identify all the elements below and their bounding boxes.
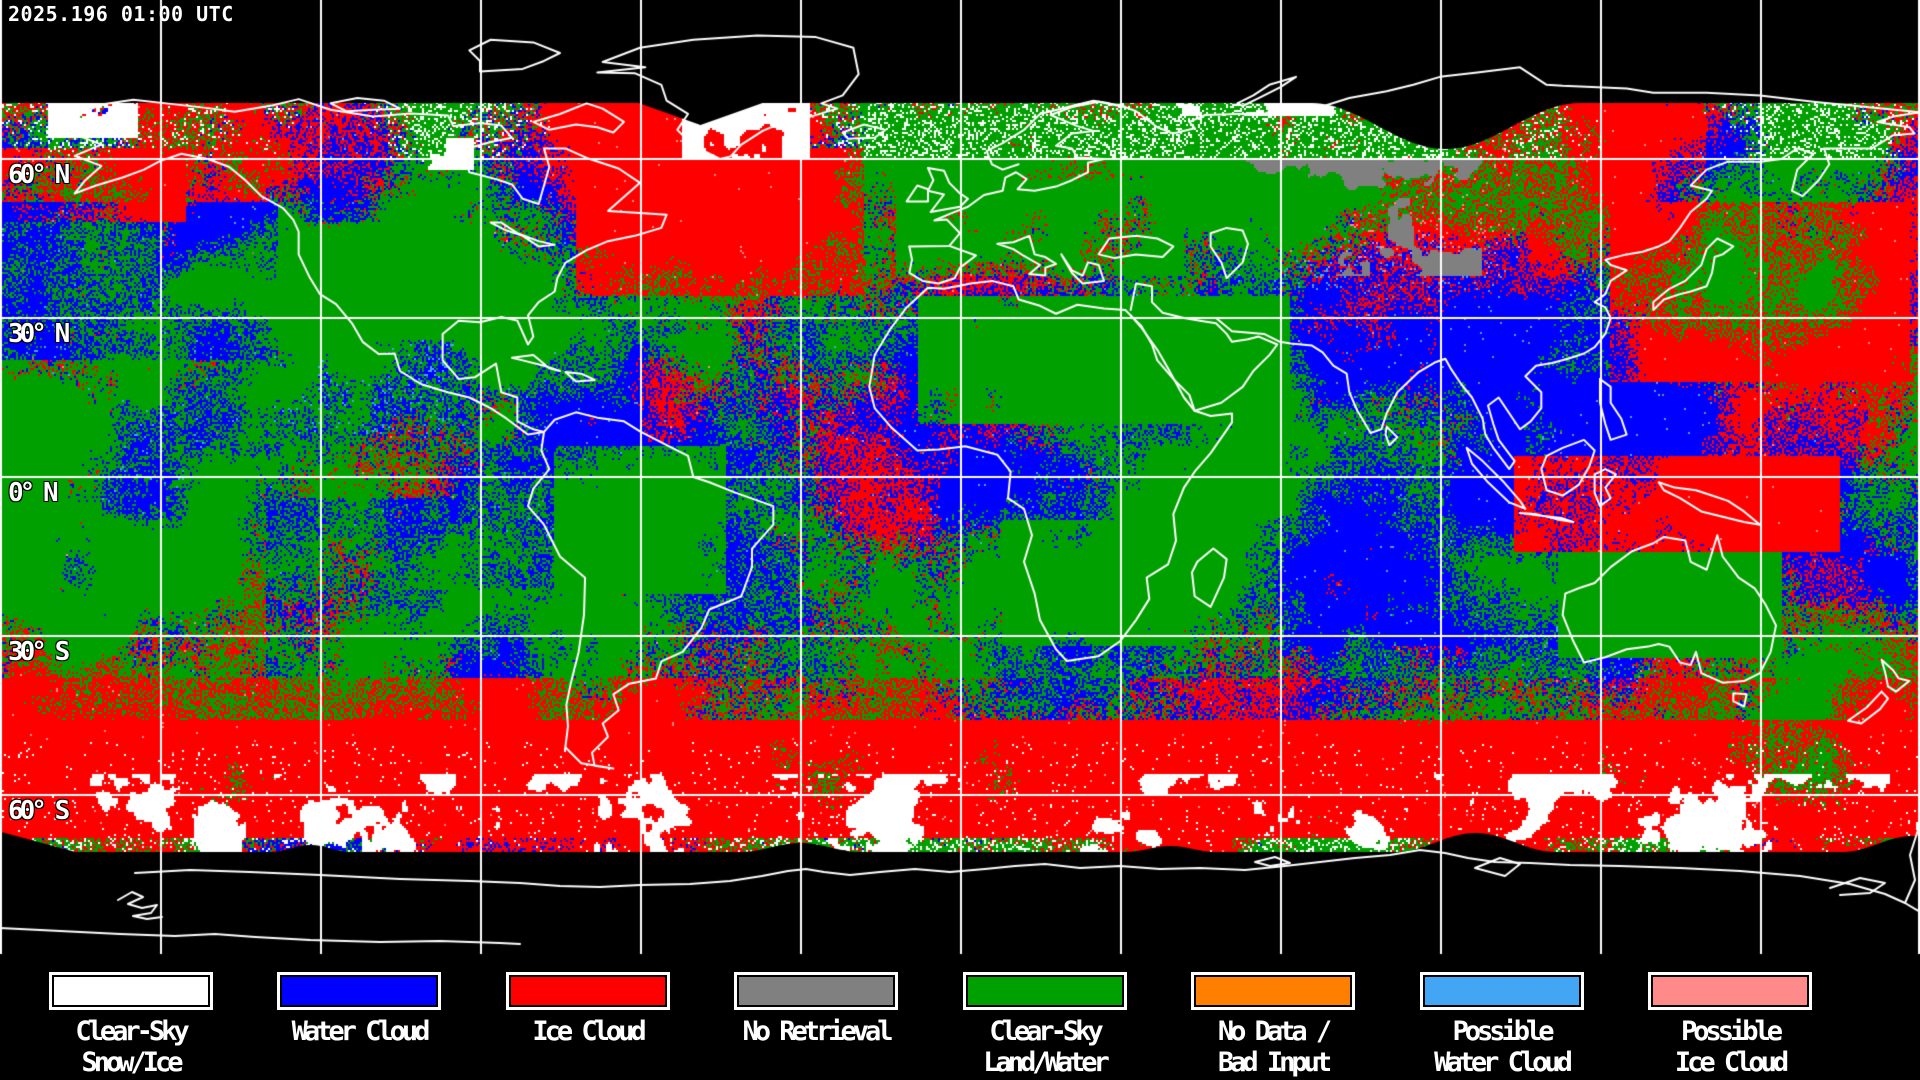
legend-item-no_retrieval: No Retrieval xyxy=(702,972,931,1047)
legend-label-line: Possible xyxy=(1680,1016,1783,1047)
legend-item-clear_sky_land_water: Clear-Sky Land/Water xyxy=(930,972,1159,1078)
legend-label-line: No Data / xyxy=(1217,1016,1332,1047)
lat-label-30: 30° N xyxy=(8,319,70,349)
lat-label--60: 60° S xyxy=(8,796,70,826)
timestamp: 2025.196 01:00 UTC xyxy=(8,2,234,26)
legend-label-clear_sky_land_water: Clear-Sky Land/Water xyxy=(930,1016,1159,1078)
legend-swatch-no_data_bad_input xyxy=(1191,972,1355,1010)
legend-label-line: Clear-Sky xyxy=(989,1016,1103,1047)
legend: Clear-Sky Snow/Ice Water Cloud Ice Cloud No … xyxy=(0,972,1920,1080)
legend-swatch-possible_ice_cloud xyxy=(1648,972,1812,1010)
legend-label-possible_water_cloud: Possible Water Cloud xyxy=(1387,1016,1616,1078)
legend-swatch-clear_sky_land_water xyxy=(962,972,1127,1010)
legend-swatch-clear_sky_snow_ice xyxy=(48,972,213,1010)
legend-swatch-ice_cloud xyxy=(505,972,670,1010)
lat-label-60: 60° N xyxy=(8,160,70,190)
legend-label-line: Bad Input xyxy=(1217,1047,1332,1078)
legend-label-line: Ice Cloud xyxy=(532,1016,646,1047)
lat-label--30: 30° S xyxy=(8,637,70,667)
legend-label-water_cloud: Water Cloud xyxy=(245,1016,474,1047)
legend-swatch-no_retrieval xyxy=(734,972,898,1010)
legend-item-clear_sky_snow_ice: Clear-Sky Snow/Ice xyxy=(16,972,245,1078)
legend-item-possible_ice_cloud: Possible Ice Cloud xyxy=(1616,972,1845,1078)
legend-label-line: Ice Cloud xyxy=(1674,1047,1789,1078)
legend-label-ice_cloud: Ice Cloud xyxy=(473,1016,702,1047)
legend-label-no_data_bad_input: No Data / Bad Input xyxy=(1159,1016,1388,1078)
legend-label-possible_ice_cloud: Possible Ice Cloud xyxy=(1616,1016,1845,1078)
legend-label-clear_sky_snow_ice: Clear-Sky Snow/Ice xyxy=(16,1016,245,1078)
legend-swatch-water_cloud xyxy=(277,972,441,1010)
legend-item-no_data_bad_input: No Data / Bad Input xyxy=(1159,972,1388,1078)
legend-label-line: No Retrieval xyxy=(742,1016,893,1047)
legend-item-water_cloud: Water Cloud xyxy=(245,972,474,1047)
legend-item-possible_water_cloud: Possible Water Cloud xyxy=(1387,972,1616,1078)
legend-item-ice_cloud: Ice Cloud xyxy=(473,972,702,1047)
legend-label-line: Water Cloud xyxy=(291,1016,431,1047)
legend-swatch-possible_water_cloud xyxy=(1419,972,1584,1010)
legend-label-line: Possible xyxy=(1452,1016,1554,1047)
lat-label-0: 0° N xyxy=(8,478,59,508)
legend-label-line: Snow/Ice xyxy=(81,1047,183,1078)
legend-label-no_retrieval: No Retrieval xyxy=(702,1016,931,1047)
cloud-phase-map-canvas xyxy=(0,0,1920,962)
legend-label-line: Land/Water xyxy=(983,1047,1110,1078)
legend-label-line: Water Cloud xyxy=(1434,1047,1573,1078)
legend-label-line: Clear-Sky xyxy=(75,1016,189,1047)
